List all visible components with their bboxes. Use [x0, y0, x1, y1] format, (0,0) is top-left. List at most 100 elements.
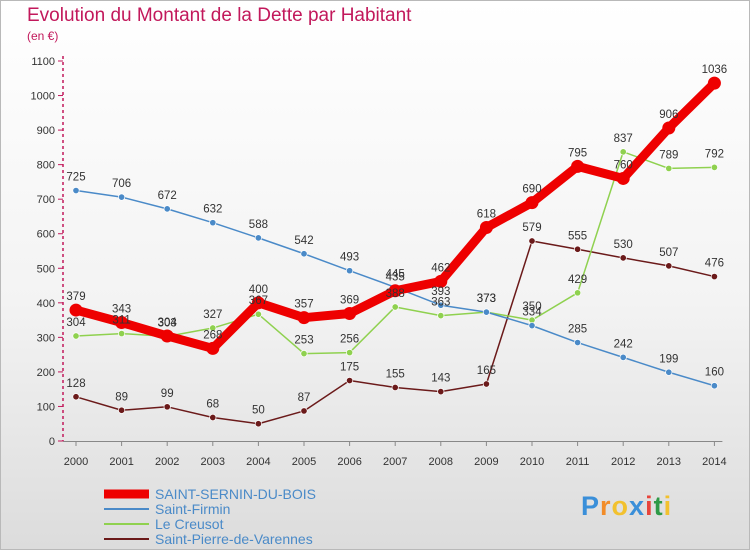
data-label: 435 — [386, 272, 405, 284]
data-point — [479, 221, 493, 235]
data-point — [72, 332, 80, 340]
data-label: 789 — [659, 149, 678, 161]
data-point — [571, 159, 585, 173]
unit-label: (en €) — [27, 29, 59, 43]
data-label: 588 — [249, 219, 268, 231]
data-point — [391, 383, 399, 392]
x-tick-label: 2008 — [429, 456, 453, 468]
x-tick-label: 2010 — [520, 456, 544, 468]
data-label: 792 — [705, 148, 724, 160]
data-label: 350 — [522, 301, 541, 313]
data-point — [574, 245, 582, 253]
data-point — [346, 267, 354, 275]
x-tick-label: 2013 — [657, 456, 681, 468]
data-label: 690 — [522, 184, 541, 196]
data-label: 476 — [705, 258, 724, 270]
data-label: 429 — [568, 274, 587, 286]
y-tick-label: 500 — [37, 263, 55, 275]
x-tick-label: 2004 — [246, 456, 270, 468]
y-tick-label: 1100 — [31, 56, 55, 68]
data-label: 760 — [614, 159, 633, 171]
data-label: 285 — [568, 324, 587, 336]
data-point — [72, 186, 80, 195]
y-tick-label: 600 — [37, 229, 55, 241]
y-tick-label: 300 — [37, 332, 55, 344]
data-label: 725 — [66, 172, 85, 184]
data-label: 579 — [522, 222, 541, 234]
data-label: 89 — [115, 391, 128, 403]
x-tick-label: 2011 — [566, 456, 590, 468]
data-point — [710, 163, 718, 171]
data-point — [160, 329, 174, 343]
data-point — [574, 289, 582, 297]
data-point — [209, 219, 217, 227]
data-label: 99 — [161, 388, 174, 400]
data-point — [482, 308, 490, 316]
data-point — [388, 284, 402, 298]
data-label: 143 — [431, 373, 450, 385]
y-tick-label: 400 — [37, 298, 55, 310]
data-label: 400 — [249, 284, 268, 296]
data-point — [118, 406, 126, 414]
data-label: 379 — [66, 291, 85, 303]
data-point — [665, 262, 673, 270]
data-label: 445 — [386, 268, 405, 280]
data-point — [72, 393, 80, 401]
y-tick-label: 0 — [49, 436, 55, 448]
y-tick-label: 700 — [37, 194, 55, 206]
data-point — [482, 380, 490, 388]
data-label: 160 — [705, 367, 724, 379]
chart-title: Evolution du Montant de la Dette par Hab… — [27, 5, 412, 26]
data-label: 367 — [249, 295, 268, 307]
data-point — [710, 273, 718, 281]
x-tick-label: 2005 — [292, 456, 316, 468]
data-label: 542 — [294, 235, 313, 247]
data-point — [254, 310, 262, 318]
data-label: 334 — [522, 307, 542, 319]
data-point — [437, 312, 445, 320]
data-label: 165 — [477, 365, 496, 377]
data-point — [118, 330, 126, 338]
data-label: 199 — [659, 353, 678, 365]
data-point — [209, 413, 217, 422]
x-tick-label: 2006 — [337, 456, 361, 468]
x-tick-label: 2009 — [474, 456, 498, 468]
data-point — [346, 349, 354, 357]
data-label: 268 — [203, 329, 222, 341]
data-label: 369 — [340, 295, 359, 307]
data-point — [254, 234, 262, 242]
data-point — [297, 311, 311, 325]
data-label: 87 — [298, 392, 311, 404]
data-label: 68 — [206, 399, 219, 411]
data-point — [619, 353, 627, 361]
data-label: 256 — [340, 334, 359, 346]
data-label: 304 — [66, 317, 86, 329]
data-point — [254, 420, 262, 428]
data-point — [662, 121, 676, 135]
data-label: 175 — [340, 362, 359, 374]
x-tick-label: 2012 — [611, 456, 635, 468]
x-tick-label: 2014 — [702, 456, 726, 468]
data-label: 1036 — [702, 64, 728, 76]
data-point — [437, 301, 445, 309]
data-point — [525, 196, 539, 210]
data-point — [710, 382, 718, 390]
data-point — [300, 350, 308, 358]
data-label: 795 — [568, 147, 587, 159]
y-tick-label: 200 — [37, 367, 55, 379]
legend-label: Saint-Pierre-de-Varennes — [155, 531, 313, 547]
data-point — [343, 307, 357, 321]
y-tick-label: 100 — [37, 401, 55, 413]
data-point — [528, 322, 536, 330]
data-label: 128 — [66, 378, 85, 390]
data-point — [391, 303, 399, 311]
data-label: 555 — [568, 230, 587, 242]
legend-label: SAINT-SERNIN-DU-BOIS — [155, 486, 316, 502]
data-label: 373 — [477, 293, 496, 305]
data-label: 837 — [614, 133, 633, 145]
data-label: 155 — [386, 368, 405, 380]
data-point — [118, 193, 126, 201]
data-label: 50 — [252, 405, 265, 417]
data-point — [115, 316, 129, 330]
data-label: 618 — [477, 209, 496, 221]
